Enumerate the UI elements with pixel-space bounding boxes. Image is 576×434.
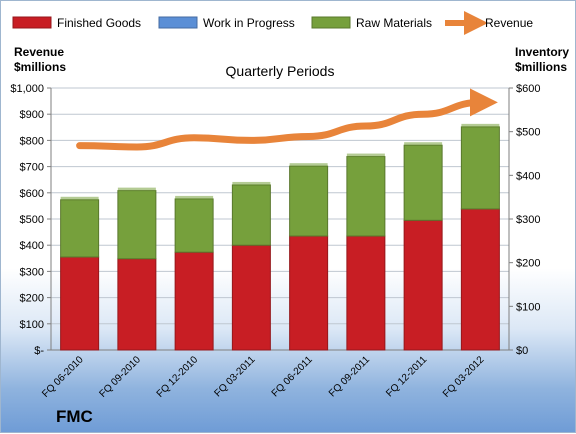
- raw-materials-bar: [290, 166, 328, 236]
- x-tick-label: FQ 09-2010: [97, 354, 143, 400]
- raw-materials-bar: [347, 157, 385, 236]
- x-tick-label: FQ 03-2011: [213, 354, 258, 399]
- raw-materials-bar-top: [290, 163, 328, 166]
- x-tick-label: FQ 12-2011: [384, 354, 429, 399]
- chart-title: Quarterly Periods: [226, 63, 335, 79]
- right-tick-label: $0: [516, 345, 528, 357]
- x-tick-label: FQ 12-2010: [155, 354, 201, 400]
- left-tick-label: $700: [20, 162, 44, 174]
- raw-materials-bar-top: [461, 124, 499, 127]
- left-tick-label: $900: [20, 109, 44, 121]
- finished-goods-legend-swatch: [13, 17, 51, 28]
- finished-goods-bar: [61, 257, 99, 350]
- left-tick-label: $600: [20, 188, 44, 200]
- finished-goods-bar: [461, 209, 499, 350]
- x-tick-label: FQ 06-2011: [270, 354, 315, 399]
- finished-goods-bar: [404, 220, 442, 350]
- right-tick-label: $600: [516, 83, 540, 95]
- finished-goods-bar: [118, 259, 156, 350]
- left-tick-label: $-: [34, 345, 44, 357]
- x-tick-label: FQ 09-2011: [327, 354, 372, 399]
- right-tick-label: $100: [516, 301, 540, 313]
- raw-materials-bar: [61, 200, 99, 257]
- right-tick-label: $500: [516, 127, 540, 139]
- finished-goods-bar: [347, 236, 385, 350]
- raw-materials-bar-top: [175, 196, 213, 199]
- left-tick-label: $300: [20, 266, 44, 278]
- raw-materials-bar: [232, 185, 270, 245]
- right-tick-label: $400: [516, 170, 540, 182]
- raw-materials-bar: [461, 127, 499, 209]
- right-tick-label: $300: [516, 214, 540, 226]
- raw-materials-bar: [404, 145, 442, 220]
- work-in-progress-legend-swatch: [159, 17, 197, 28]
- raw-materials-legend-swatch: [312, 17, 350, 28]
- left-tick-label: $200: [20, 293, 44, 305]
- left-tick-label: $400: [20, 240, 44, 252]
- x-tick-label: FQ 06-2010: [40, 354, 86, 400]
- x-tick-label: FQ 03-2012: [441, 354, 487, 400]
- raw-materials-bar-top: [347, 154, 385, 157]
- right-tick-label: $200: [516, 258, 540, 270]
- raw-materials-bar-top: [61, 197, 99, 200]
- left-tick-label: $1,000: [10, 83, 44, 95]
- work-in-progress-legend-label: Work in Progress: [203, 16, 295, 30]
- left-tick-label: $100: [20, 319, 44, 331]
- left-tick-label: $800: [20, 135, 44, 147]
- left-tick-label: $500: [20, 214, 44, 226]
- finished-goods-bar: [175, 252, 213, 350]
- raw-materials-bar-top: [404, 142, 442, 145]
- raw-materials-bar: [175, 199, 213, 252]
- finished-goods-bar: [290, 236, 328, 350]
- finished-goods-bar: [232, 245, 270, 350]
- raw-materials-legend-label: Raw Materials: [356, 16, 432, 30]
- revenue-legend-label: Revenue: [485, 16, 533, 30]
- raw-materials-bar-top: [118, 188, 156, 191]
- raw-materials-bar-top: [232, 182, 270, 185]
- raw-materials-bar: [118, 191, 156, 259]
- finished-goods-legend-label: Finished Goods: [57, 16, 141, 30]
